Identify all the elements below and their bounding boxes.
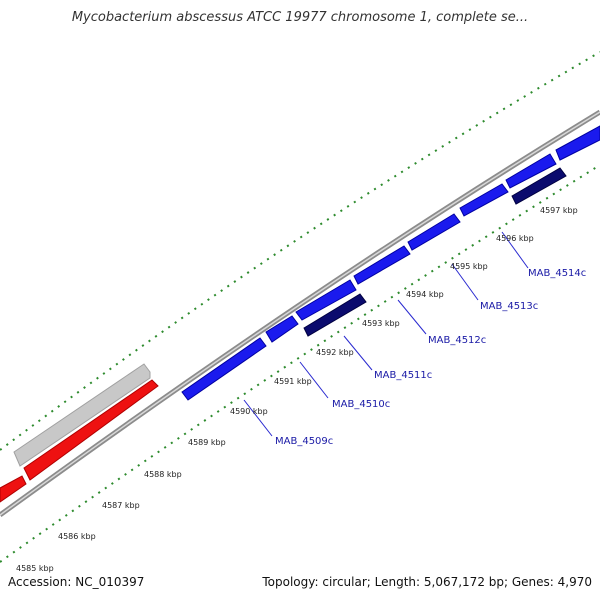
tick-label: 4588 kbp <box>144 470 182 479</box>
gene-blue-4[interactable] <box>353 245 411 285</box>
genome-summary: Topology: circular; Length: 5,067,172 bp… <box>262 575 592 589</box>
outer-dotted-ruler <box>0 51 600 451</box>
tick-label: 4590 kbp <box>230 407 268 416</box>
inner-dotted-ruler <box>0 164 600 563</box>
gene-label-mab-4512c[interactable]: MAB_4512c <box>428 335 486 346</box>
gene-label-mab-4509c[interactable]: MAB_4509c <box>275 436 333 447</box>
gene-gray[interactable] <box>13 363 151 467</box>
gene-blue-5[interactable] <box>407 213 461 251</box>
gene-red[interactable] <box>23 379 159 481</box>
gene-label-mab-4511c[interactable]: MAB_4511c <box>374 370 432 381</box>
tick-label: 4597 kbp <box>540 206 578 215</box>
gene-blue-7[interactable] <box>505 153 557 189</box>
gene-navy-1[interactable] <box>303 293 367 337</box>
tick-label: 4591 kbp <box>274 377 312 386</box>
tick-label: 4585 kbp <box>16 564 54 573</box>
tick-label: 4589 kbp <box>188 438 226 447</box>
accession-text: Accession: NC_010397 <box>8 575 145 589</box>
tick-label: 4594 kbp <box>406 290 444 299</box>
gene-blue-2[interactable] <box>265 315 299 343</box>
tick-labels: 4585 kbp 4586 kbp 4587 kbp 4588 kbp 4589… <box>16 206 578 573</box>
gene-red-small[interactable] <box>0 475 27 503</box>
tick-label: 4587 kbp <box>102 501 140 510</box>
map-title: Mycobacterium abscessus ATCC 19977 chrom… <box>71 10 529 25</box>
tick-label: 4592 kbp <box>316 348 354 357</box>
tick-label: 4593 kbp <box>362 319 400 328</box>
tick-label: 4595 kbp <box>450 262 488 271</box>
gene-blue-8[interactable] <box>555 125 600 161</box>
gene-blue-3[interactable] <box>295 279 357 321</box>
label-connectors <box>243 231 529 437</box>
gene-navy-2[interactable] <box>511 167 567 205</box>
gene-labels: MAB_4509c MAB_4510c MAB_4511c MAB_4512c … <box>275 268 586 447</box>
tick-label: 4596 kbp <box>496 234 534 243</box>
tick-label: 4586 kbp <box>58 532 96 541</box>
gene-label-mab-4513c[interactable]: MAB_4513c <box>480 301 538 312</box>
gene-label-mab-4514c[interactable]: MAB_4514c <box>528 268 586 279</box>
gene-blue-1[interactable] <box>181 337 267 401</box>
gene-label-mab-4510c[interactable]: MAB_4510c <box>332 399 390 410</box>
gene-blue-6[interactable] <box>459 183 509 217</box>
